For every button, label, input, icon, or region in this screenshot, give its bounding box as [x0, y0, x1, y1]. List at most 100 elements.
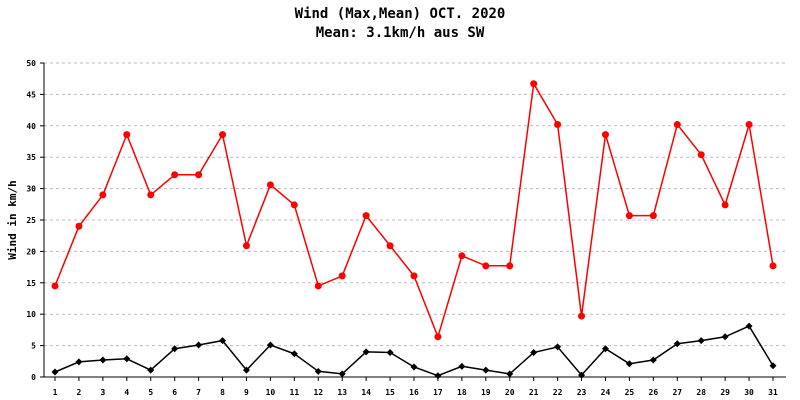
data-point: [75, 358, 83, 366]
x-tick-label: 4: [124, 388, 129, 397]
series-2: [51, 322, 777, 380]
data-point: [362, 212, 370, 220]
data-point: [99, 356, 107, 364]
data-point: [147, 366, 155, 374]
x-tick-label: 10: [266, 388, 276, 397]
data-point: [290, 350, 298, 358]
data-point: [482, 366, 490, 374]
data-point: [219, 131, 227, 139]
x-tick-label: 18: [457, 388, 467, 397]
data-point: [123, 355, 131, 363]
data-point: [434, 333, 442, 341]
data-point: [769, 262, 777, 270]
y-tick-label: 0: [31, 373, 36, 382]
data-point: [147, 191, 155, 199]
x-tick-label: 22: [553, 388, 563, 397]
x-tick-label: 27: [672, 388, 682, 397]
data-point: [458, 252, 466, 260]
data-point: [697, 337, 705, 345]
x-tick-label: 12: [313, 388, 323, 397]
data-point: [171, 171, 179, 179]
x-tick-label: 2: [77, 388, 82, 397]
series-line: [54, 81, 774, 340]
data-point: [434, 372, 442, 380]
x-tick-label: 29: [720, 388, 730, 397]
x-tick-label: 20: [505, 388, 515, 397]
x-tick-label: 5: [148, 388, 153, 397]
data-point: [386, 242, 394, 250]
data-point: [314, 367, 322, 375]
data-point: [745, 322, 753, 330]
data-point: [266, 181, 274, 189]
data-point: [290, 201, 298, 209]
data-point: [195, 171, 203, 179]
x-tick-label: 17: [433, 388, 443, 397]
data-point: [195, 341, 203, 349]
data-point: [745, 121, 753, 129]
data-point: [123, 131, 131, 139]
data-point: [338, 370, 346, 378]
series-group: [51, 80, 777, 380]
x-tick-label: 11: [290, 388, 300, 397]
y-tick-label: 35: [26, 153, 36, 162]
data-point: [458, 362, 466, 370]
data-point: [242, 366, 250, 374]
data-point: [721, 333, 729, 341]
data-point: [625, 360, 633, 368]
y-tick-labels: 0 5 10 15 20 25 30 35 40 45 50: [26, 59, 36, 382]
x-tick-label: 6: [172, 388, 177, 397]
y-axis-label: Wind in km/h: [6, 180, 19, 259]
y-tick-label: 50: [26, 59, 36, 68]
x-tick-label: 19: [481, 388, 491, 397]
data-point: [530, 80, 538, 88]
y-tick-label: 30: [26, 185, 36, 194]
x-tick-label: 28: [696, 388, 706, 397]
data-point: [410, 272, 418, 280]
data-point: [506, 262, 514, 270]
y-tick-label: 25: [26, 216, 36, 225]
data-point: [554, 121, 562, 129]
data-point: [242, 242, 250, 250]
x-tick-label: 14: [361, 388, 371, 397]
chart-title: Wind (Max,Mean) OCT. 2020: [295, 6, 506, 22]
y-tick-label: 15: [26, 279, 36, 288]
x-tick-label: 21: [529, 388, 539, 397]
x-tick-label: 26: [649, 388, 659, 397]
data-point: [601, 345, 609, 353]
data-point: [219, 337, 227, 345]
data-point: [410, 363, 418, 371]
axes: [40, 62, 786, 381]
data-point: [673, 121, 681, 129]
data-point: [673, 340, 681, 348]
x-tick-label: 8: [220, 388, 225, 397]
data-point: [649, 212, 657, 220]
x-tick-label: 30: [744, 388, 754, 397]
data-point: [51, 368, 59, 376]
y-tick-label: 45: [26, 90, 36, 99]
x-tick-labels: 1 2 3 4 5 6 7 8 9 10 11 12 13 14 15 16 17 18 19 20 21 22 23 24 2…: [53, 388, 778, 397]
data-point: [506, 370, 514, 378]
chart-subtitle: Mean: 3.1km/h aus SW: [316, 25, 485, 41]
x-tick-label: 13: [337, 388, 347, 397]
data-point: [601, 131, 609, 139]
data-point: [554, 343, 562, 351]
y-tick-label: 40: [26, 122, 36, 131]
gridlines: [44, 62, 786, 347]
x-tick-label: 7: [196, 388, 201, 397]
data-point: [75, 222, 83, 230]
data-point: [362, 348, 370, 356]
series-1: [51, 80, 777, 341]
data-point: [314, 282, 322, 290]
data-point: [697, 151, 705, 159]
data-point: [530, 349, 538, 357]
x-tick-label: 25: [625, 388, 635, 397]
data-point: [482, 262, 490, 270]
data-point: [625, 212, 633, 220]
data-point: [769, 362, 777, 370]
data-point: [721, 201, 729, 209]
x-tick-label: 1: [53, 388, 58, 397]
data-point: [649, 356, 657, 364]
y-tick-label: 5: [31, 342, 36, 351]
data-point: [578, 312, 586, 320]
